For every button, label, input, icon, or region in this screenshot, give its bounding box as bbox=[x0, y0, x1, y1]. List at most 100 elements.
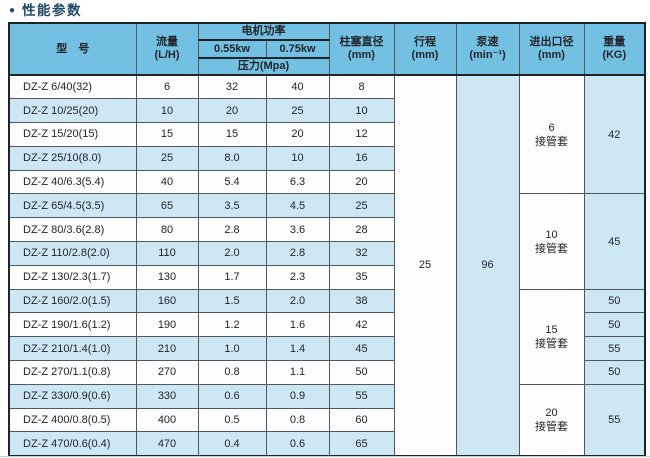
model-cell: DZ-Z 470/0.6(0.4) bbox=[8, 431, 137, 457]
flow-cell: 10 bbox=[135, 98, 199, 124]
table-row: DZ-Z 65/4.5(3.5) 65 3.5 4.5 25 10 接管套 45 bbox=[8, 193, 646, 290]
table-row: DZ-Z 400/0.8(0.5) 400 0.5 0.8 60 bbox=[8, 407, 645, 433]
pressure-055-cell: 20 bbox=[197, 98, 267, 124]
pressure-055-cell: 3.5 bbox=[197, 193, 267, 219]
pressure-075-cell: 0.9 bbox=[265, 383, 330, 409]
pressure-055-cell: 15 bbox=[197, 122, 267, 147]
port-group-cell: 20 接管套 bbox=[518, 383, 585, 457]
pressure-055-cell: 1.0 bbox=[197, 336, 267, 362]
header-row-3: 压力(Mpa) bbox=[9, 57, 645, 76]
weight-group-cell: 45 bbox=[583, 193, 646, 290]
pump-speed-merged-cell: 96 bbox=[455, 74, 520, 457]
page-title: 性能参数 bbox=[22, 3, 83, 18]
bullet-icon: ● bbox=[9, 5, 16, 16]
header-port-diameter: 进出口径 (mm) bbox=[518, 22, 585, 76]
port-size: 10 bbox=[545, 228, 558, 241]
model-cell: DZ-Z 25/10(8.0) bbox=[8, 145, 137, 171]
header-speed-line2: (min⁻¹) bbox=[469, 49, 506, 61]
flow-cell: 190 bbox=[135, 312, 199, 338]
pressure-075-cell: 2.8 bbox=[265, 241, 330, 266]
plunger-cell: 12 bbox=[328, 122, 395, 147]
pressure-055-cell: 0.6 bbox=[197, 383, 267, 409]
plunger-cell: 10 bbox=[328, 98, 395, 124]
flow-cell: 130 bbox=[135, 264, 199, 290]
pressure-055-cell: 0.5 bbox=[197, 407, 267, 433]
pressure-055-cell: 2.0 bbox=[197, 241, 267, 266]
flow-cell: 210 bbox=[135, 336, 199, 362]
port-group-cell: 15 接管套 bbox=[518, 288, 585, 385]
header-pressure: 压力(Mpa) bbox=[197, 57, 330, 76]
pressure-055-cell: 1.5 bbox=[197, 288, 267, 314]
pressure-075-cell: 25 bbox=[265, 98, 330, 124]
header-port-line1: 进出口径 bbox=[529, 36, 574, 48]
flow-cell: 110 bbox=[135, 241, 199, 266]
pressure-055-cell: 5.4 bbox=[197, 169, 267, 195]
weight-cell: 50 bbox=[583, 360, 646, 385]
weight-group-cell: 42 bbox=[583, 74, 646, 195]
pressure-075-cell: 2.0 bbox=[265, 288, 330, 314]
header-stroke-line1: 行程 bbox=[414, 36, 436, 48]
flow-cell: 80 bbox=[135, 217, 199, 243]
model-cell: DZ-Z 110/2.8(2.0) bbox=[8, 241, 137, 266]
pressure-075-cell: 1.4 bbox=[265, 336, 330, 362]
plunger-cell: 38 bbox=[328, 288, 395, 314]
flow-cell: 40 bbox=[135, 169, 199, 195]
table-row: DZ-Z 80/3.6(2.8) 80 2.8 3.6 28 bbox=[8, 217, 645, 243]
pressure-075-cell: 6.3 bbox=[265, 169, 330, 195]
plunger-cell: 42 bbox=[328, 312, 395, 338]
header-flow-line1: 流量 bbox=[156, 36, 178, 48]
pressure-055-cell: 1.2 bbox=[197, 312, 267, 338]
plunger-cell: 8 bbox=[328, 74, 395, 100]
header-motor-power: 电机功率 bbox=[197, 22, 330, 41]
header-stroke: 行程 (mm) bbox=[393, 22, 457, 76]
header-port-line2: (mm) bbox=[538, 49, 565, 61]
header-row-1: 型 号 流量 (L/H) 电机功率 柱塞直径 (mm) 行程 (mm) 泵速 (… bbox=[8, 22, 646, 76]
flow-cell: 160 bbox=[135, 288, 199, 314]
plunger-cell: 55 bbox=[328, 383, 395, 409]
header-row-2: 0.55kw 0.75kw bbox=[9, 39, 645, 59]
spec-table: 型 号 流量 (L/H) 电机功率 柱塞直径 (mm) 行程 (mm) 泵速 (… bbox=[8, 22, 646, 457]
weight-cell: 50 bbox=[583, 312, 646, 338]
section-title: ● 性能参数 bbox=[9, 3, 82, 19]
flow-cell: 270 bbox=[135, 360, 199, 385]
pressure-075-cell: 1.6 bbox=[265, 312, 330, 338]
pressure-075-cell: 1.1 bbox=[265, 360, 330, 385]
flow-cell: 6 bbox=[135, 74, 199, 100]
header-pump-speed: 泵速 (min⁻¹) bbox=[455, 22, 520, 76]
pressure-075-cell: 0.6 bbox=[265, 431, 330, 457]
pressure-055-cell: 1.7 bbox=[197, 264, 267, 290]
table-row: DZ-Z 25/10(8.0) 25 8.0 10 16 bbox=[8, 145, 645, 171]
pressure-075-cell: 10 bbox=[265, 145, 330, 171]
flow-cell: 330 bbox=[135, 383, 199, 409]
pressure-075-cell: 40 bbox=[265, 74, 330, 100]
model-cell: DZ-Z 130/2.3(1.7) bbox=[8, 264, 137, 290]
flow-cell: 400 bbox=[135, 407, 199, 433]
stroke-merged-cell: 25 bbox=[393, 74, 457, 457]
plunger-cell: 16 bbox=[328, 145, 395, 171]
pressure-055-cell: 32 bbox=[197, 74, 267, 100]
model-cell: DZ-Z 6/40(32) bbox=[8, 74, 137, 100]
flow-cell: 15 bbox=[135, 122, 199, 147]
weight-cell: 50 bbox=[583, 288, 646, 314]
model-cell: DZ-Z 330/0.9(0.6) bbox=[8, 383, 137, 409]
table-row: DZ-Z 470/0.6(0.4) 470 0.4 0.6 65 bbox=[8, 431, 645, 457]
page-bottom-divider bbox=[0, 456, 650, 457]
weight-cell: 55 bbox=[583, 336, 646, 362]
table-row: DZ-Z 10/25(20) 10 20 25 10 bbox=[8, 98, 645, 124]
pressure-075-cell: 2.3 bbox=[265, 264, 330, 290]
table-row: DZ-Z 160/2.0(1.5) 160 1.5 2.0 38 15 接管套 … bbox=[8, 288, 646, 385]
port-fitting: 接管套 bbox=[535, 242, 568, 255]
header-flow-line2: (L/H) bbox=[154, 49, 180, 61]
flow-cell: 25 bbox=[135, 145, 199, 171]
pressure-055-cell: 8.0 bbox=[197, 145, 267, 171]
port-size: 20 bbox=[545, 406, 558, 419]
plunger-cell: 25 bbox=[328, 193, 395, 219]
header-plunger-line1: 柱塞直径 bbox=[339, 36, 384, 48]
pressure-055-cell: 0.4 bbox=[197, 431, 267, 457]
model-cell: DZ-Z 80/3.6(2.8) bbox=[8, 217, 137, 243]
port-fitting: 接管套 bbox=[535, 337, 568, 350]
plunger-cell: 65 bbox=[328, 431, 395, 457]
plunger-cell: 20 bbox=[328, 169, 395, 195]
model-cell: DZ-Z 65/4.5(3.5) bbox=[8, 193, 137, 219]
header-weight-line1: 重量 bbox=[603, 36, 626, 48]
